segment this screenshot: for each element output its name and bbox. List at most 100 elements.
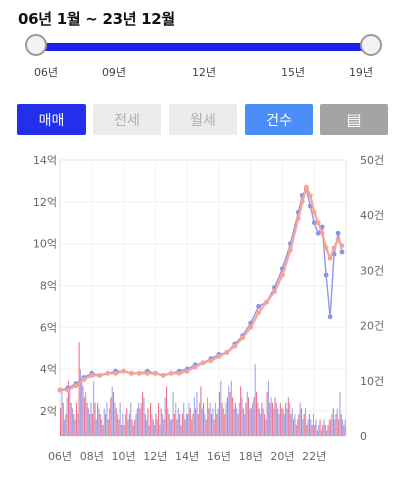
count-bar [90,402,92,436]
count-bar [206,397,209,436]
jeonse-tab-button[interactable]: 전세 [93,104,161,135]
count-bar [312,413,315,436]
count-bar [344,419,346,436]
count-bar [283,413,285,436]
count-bar [163,419,165,436]
count-bar [290,413,292,436]
count-bar [307,419,309,436]
date-range-title: 06년 1월 ~ 23년 12월 [18,10,175,28]
count-bar [314,424,316,436]
count-bar [244,413,246,436]
count-bar [175,402,177,436]
average-data-point [327,255,333,261]
average-data-point [184,368,190,374]
average-data-point [176,370,182,376]
count-bar [86,402,88,436]
count-bar [196,391,198,436]
count-bar [232,397,234,436]
count-bar [342,419,344,436]
sale-tab-button[interactable]: 매매 [17,104,86,135]
count-bar [278,413,280,436]
x-tick-label: 20년 [270,450,294,463]
count-bar [334,419,336,436]
count-bar [279,402,281,436]
count-bar [209,402,211,436]
average-data-point [339,243,345,249]
count-bar [101,419,103,436]
count-bar [221,402,223,436]
count-bar [138,402,140,436]
count-bar [298,413,300,436]
average-data-point [256,310,261,315]
count-bar [277,408,279,436]
count-bar [171,419,173,436]
count-bar [118,419,120,436]
count-bar [179,413,181,436]
slider-track[interactable] [36,43,371,51]
count-bar [230,380,232,436]
average-data-point [73,383,79,389]
count-bar [213,419,215,436]
table-view-button[interactable]: ▤ [320,104,388,135]
count-bar [168,413,170,436]
count-bar [65,413,67,436]
count-bar [212,408,214,436]
average-data-point [152,370,158,376]
slider-end-handle[interactable] [360,34,382,56]
average-data-point [303,184,309,190]
y-left-tick-label: 8억 [40,279,57,292]
x-tick-label: 08년 [80,450,104,463]
count-bar [339,391,341,436]
y-right-tick-label: 10건 [360,375,384,388]
average-data-point [97,373,103,378]
count-bar [306,424,308,436]
count-bar [245,402,247,436]
count-bar [85,391,87,436]
count-bar [108,408,111,436]
count-bar [282,408,284,436]
count-bar [136,408,138,436]
y-left-tick-label: 2억 [40,405,57,418]
count-bar [83,397,85,436]
count-bar [91,413,93,436]
count-bar [134,419,136,436]
count-bar [128,413,130,436]
count-bar [303,413,305,436]
count-bar [270,397,272,436]
count-bar [204,413,206,436]
wolse-tab-button[interactable]: 월세 [169,104,237,135]
count-bar [241,397,243,436]
count-bar [99,413,101,436]
count-bar [236,408,238,436]
count-bar [73,413,75,436]
count-bar [164,397,166,436]
date-range-slider[interactable]: 06년 09년 12년 15년 19년 [0,34,400,84]
count-bar [180,424,182,436]
average-data-point [208,358,214,364]
count-bar [151,413,153,436]
count-bar [75,402,78,436]
count-bar [226,397,228,436]
price-data-point [315,230,321,236]
count-bar [193,397,195,436]
count-bar [148,424,150,436]
count-bar [262,408,264,436]
count-bar [246,391,248,436]
average-data-point [168,370,174,376]
slider-start-handle[interactable] [25,34,47,56]
count-bar [66,397,68,436]
count-bar [297,419,299,436]
count-bar [318,424,320,436]
slider-tick: 09년 [101,66,127,79]
x-tick-label: 10년 [111,450,135,463]
count-bar [258,408,260,436]
average-data-point [299,199,305,205]
y-left-tick-label: 6억 [40,321,57,334]
slider-tick: 06년 [33,66,59,79]
x-tick-label: 14년 [175,450,199,463]
count-toggle-button[interactable]: 건수 [245,104,313,135]
count-bar [257,402,259,436]
y-left-tick-label: 14억 [33,154,57,167]
count-bar [111,386,113,436]
count-bar [69,386,71,436]
